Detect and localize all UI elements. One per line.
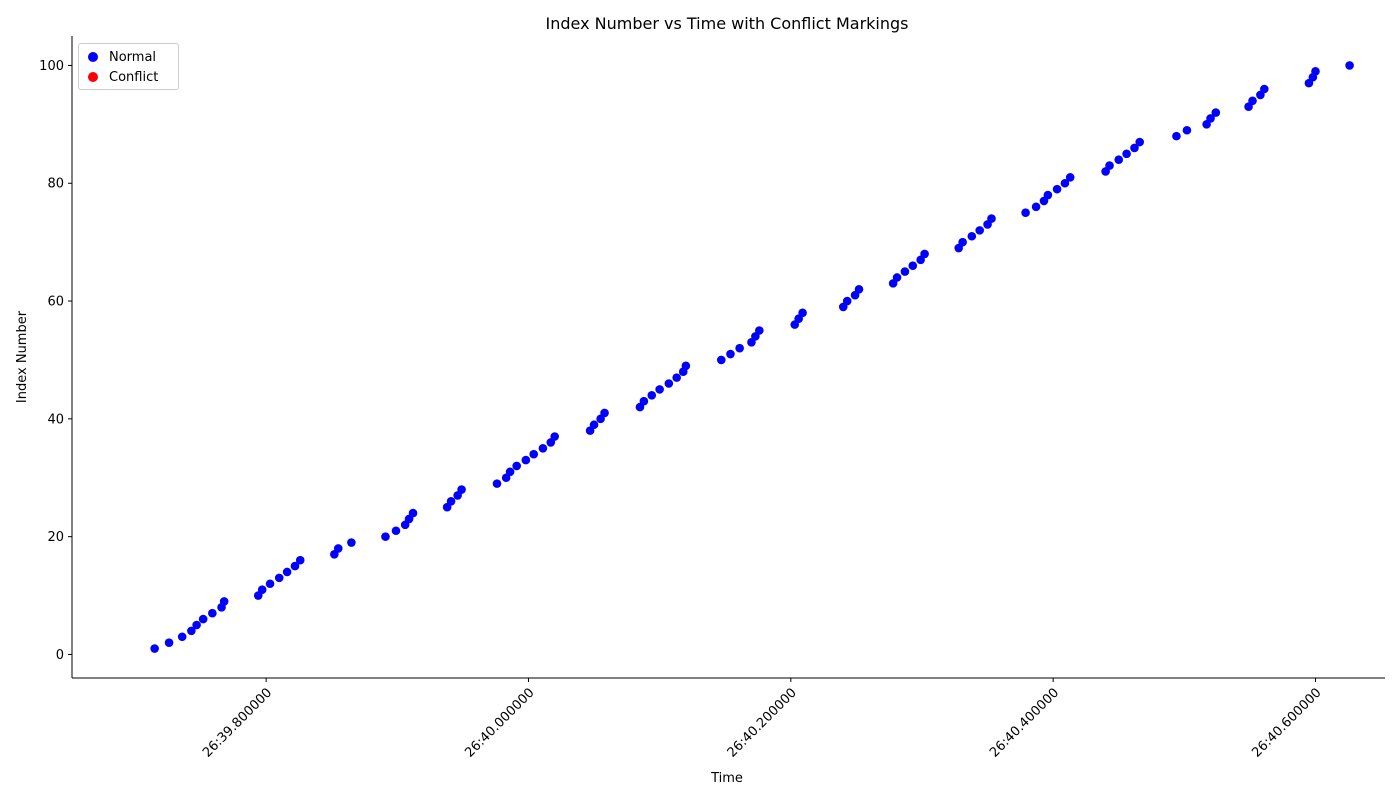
x-tick-label: 26:40.000000 xyxy=(462,685,537,760)
data-point-normal xyxy=(198,614,208,624)
data-point-normal xyxy=(735,343,744,353)
data-point-normal xyxy=(1065,173,1075,182)
legend-marker-normal xyxy=(88,52,98,62)
data-point-normal xyxy=(381,532,390,541)
x-tick-label: 26:40.600000 xyxy=(1249,685,1324,760)
data-point-normal xyxy=(295,555,305,565)
data-point-normal xyxy=(908,261,918,271)
x-axis-label: Time xyxy=(710,771,743,786)
data-point-normal xyxy=(798,308,807,318)
data-point-normal xyxy=(1260,84,1269,94)
data-point-normal xyxy=(647,390,657,400)
legend-marker-conflict xyxy=(88,72,98,82)
legend-entry-conflict: Conflict xyxy=(88,67,158,87)
data-point-normal xyxy=(408,508,418,518)
data-point-normal xyxy=(1114,155,1124,164)
data-point-normal xyxy=(391,526,401,536)
data-point-normal xyxy=(1211,108,1221,117)
data-point-normal xyxy=(333,544,343,553)
y-tick-label: 20 xyxy=(47,530,64,545)
data-point-normal xyxy=(842,296,852,306)
data-point-normal xyxy=(538,443,548,453)
y-tick-label: 40 xyxy=(47,412,64,427)
data-point-normal xyxy=(550,432,560,441)
data-point-normal xyxy=(347,538,356,547)
legend-entry-normal: Normal xyxy=(88,47,156,67)
chart-title: Index Number vs Time with Conflict Marki… xyxy=(546,14,909,33)
data-point-normal xyxy=(726,349,735,359)
data-point-normal xyxy=(975,226,984,235)
data-point-normal xyxy=(1105,161,1114,170)
data-point-normal xyxy=(655,385,664,394)
data-point-normal xyxy=(672,373,681,382)
legend-label-conflict: Conflict xyxy=(109,69,159,85)
data-point-normal xyxy=(900,267,910,276)
data-point-normal xyxy=(854,284,864,294)
data-point-normal xyxy=(1052,184,1062,194)
data-point-normal xyxy=(892,273,902,282)
x-tick-label: 26:39.800000 xyxy=(200,685,275,760)
legend-label-normal: Normal xyxy=(109,49,157,65)
data-point-normal xyxy=(958,237,967,247)
data-point-normal xyxy=(967,231,977,241)
data-point-normal xyxy=(639,396,649,406)
data-point-normal xyxy=(1031,202,1041,212)
data-point-normal xyxy=(920,249,929,259)
data-point-normal xyxy=(282,567,292,577)
data-point-normal xyxy=(1043,190,1053,200)
data-point-normal xyxy=(1060,178,1070,188)
data-point-normal xyxy=(446,497,456,506)
data-point-normal xyxy=(589,420,599,430)
data-point-normal xyxy=(681,361,691,371)
data-point-normal xyxy=(505,467,515,477)
data-point-normal xyxy=(164,638,174,647)
data-point-normal xyxy=(219,597,229,606)
points-layer xyxy=(150,61,1354,653)
data-point-normal xyxy=(177,632,187,642)
data-point-normal xyxy=(1248,96,1257,106)
data-point-normal xyxy=(716,355,726,365)
data-point-normal xyxy=(257,585,267,594)
data-point-normal xyxy=(265,579,275,589)
y-tick-label: 0 xyxy=(56,648,64,663)
data-point-normal xyxy=(1135,137,1145,147)
x-tick-label: 26:40.200000 xyxy=(725,685,800,760)
data-point-normal xyxy=(274,573,284,583)
y-tick-label: 60 xyxy=(47,295,64,310)
data-point-normal xyxy=(1130,143,1139,153)
data-point-normal xyxy=(187,626,196,636)
data-point-normal xyxy=(512,461,521,471)
y-tick-label: 80 xyxy=(47,177,64,192)
x-tick-label: 26:40.400000 xyxy=(987,685,1062,760)
data-point-normal xyxy=(150,644,159,653)
data-point-normal xyxy=(492,479,502,488)
y-axis-label: Index Number xyxy=(15,310,30,403)
data-point-normal xyxy=(1206,114,1215,123)
legend: Normal Conflict xyxy=(78,43,179,90)
data-point-normal xyxy=(1172,131,1181,141)
data-point-normal xyxy=(600,408,609,418)
axes-layer: 0 20 40 60 80 100 26:39.800000 26:40.000000 26:4… xyxy=(39,36,1385,761)
data-point-normal xyxy=(290,561,300,571)
data-point-normal xyxy=(987,214,996,223)
data-point-normal xyxy=(192,620,201,630)
data-point-normal xyxy=(521,455,531,465)
data-point-normal xyxy=(664,379,674,388)
data-point-normal xyxy=(1345,61,1354,70)
data-point-normal xyxy=(1122,149,1131,159)
data-point-normal xyxy=(208,608,217,618)
data-point-normal xyxy=(1182,125,1192,135)
data-point-normal xyxy=(457,485,466,494)
data-point-normal xyxy=(1311,67,1320,76)
y-tick-label: 100 xyxy=(39,59,64,74)
data-point-normal xyxy=(755,326,764,335)
data-point-normal xyxy=(1021,208,1030,217)
data-point-normal xyxy=(529,449,539,459)
